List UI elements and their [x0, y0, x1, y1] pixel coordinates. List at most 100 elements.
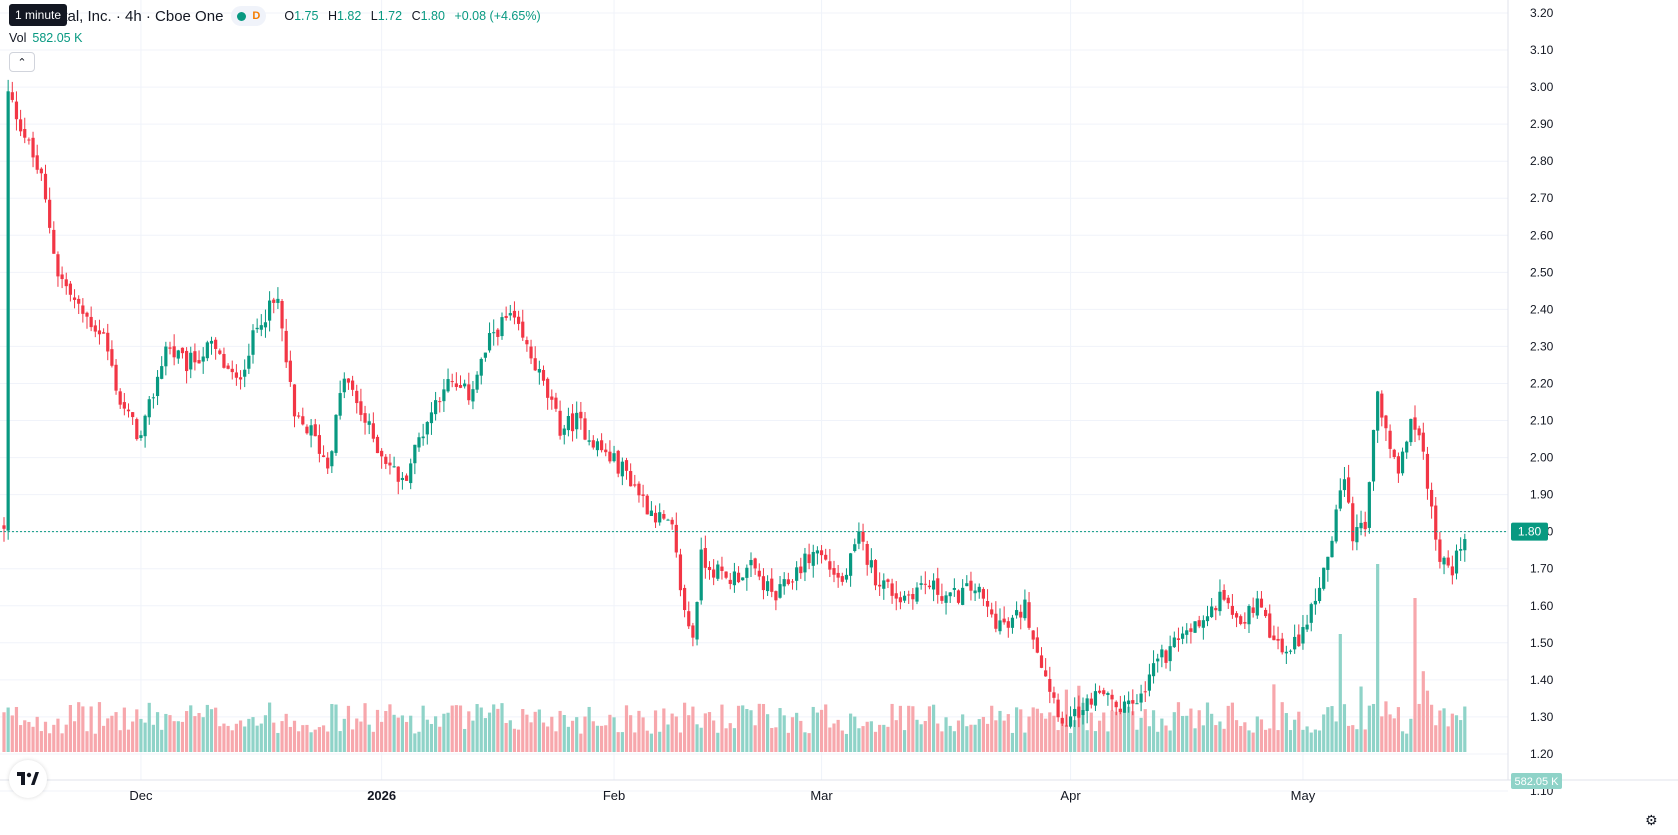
ohlc-values: O1.75 H1.82 L1.72 C1.80 +0.08 (+4.65%) [278, 9, 540, 23]
high-value: 1.82 [336, 9, 362, 23]
volume-bar [828, 727, 832, 752]
market-status[interactable]: D [231, 6, 267, 26]
candle [1396, 452, 1400, 483]
candle [1205, 605, 1210, 627]
candle [483, 352, 487, 362]
candle-body [612, 453, 616, 462]
close-value: 1.80 [420, 9, 445, 23]
candle-body [48, 199, 52, 228]
volume-bar [475, 704, 479, 752]
volume-bar [1322, 714, 1326, 752]
candle-body [865, 544, 869, 565]
candle-body [1106, 693, 1110, 696]
candle-body [247, 355, 251, 369]
candle [591, 435, 595, 450]
candle [832, 560, 836, 583]
candle [749, 552, 753, 577]
candle-body [923, 583, 927, 585]
candle-body [1272, 635, 1276, 641]
volume-bar [1164, 725, 1168, 752]
candle-body [68, 283, 72, 295]
open-label: O [284, 9, 295, 23]
candle [1305, 614, 1309, 633]
candle [994, 601, 998, 633]
volume-bar [1143, 709, 1147, 752]
candle-body [1268, 613, 1272, 638]
candle [1031, 630, 1035, 650]
volume-bar [1135, 729, 1139, 752]
volume-bar [824, 704, 828, 752]
candle [512, 301, 517, 325]
candle [537, 360, 541, 385]
candle-body [450, 381, 454, 383]
candle-body [359, 401, 363, 415]
candle-body [334, 414, 338, 453]
volume-bar [1272, 684, 1276, 752]
volume-bar [330, 704, 334, 752]
candle [1284, 645, 1288, 664]
candle-body [342, 378, 346, 393]
candle [1052, 686, 1056, 704]
candle-body [1110, 694, 1114, 700]
candle [969, 571, 973, 601]
volume-bar [205, 704, 209, 752]
volume-bar [64, 724, 68, 752]
volume-bar [450, 705, 454, 752]
collapse-legend-button[interactable]: ⌃ [9, 52, 35, 72]
candle-body [1347, 477, 1351, 503]
candle-body [1309, 604, 1313, 623]
candle [1288, 649, 1293, 655]
candle-body [1035, 637, 1039, 653]
volume-bar [2, 712, 6, 752]
volume-bar [492, 704, 496, 752]
volume-bar [487, 712, 492, 752]
candle [280, 298, 284, 342]
volume-bar [1405, 733, 1409, 752]
candle-body [666, 519, 670, 521]
candle [417, 432, 421, 452]
volume-bar [1218, 721, 1222, 752]
volume-bar [164, 713, 168, 752]
candle [890, 578, 894, 604]
volume-bar [155, 712, 160, 752]
volume-bar [1255, 716, 1259, 752]
candle-body [52, 229, 56, 254]
price-tick-label: 2.20 [1530, 376, 1554, 390]
candle [1127, 691, 1131, 713]
candle-body [836, 572, 840, 578]
volume-bar [288, 726, 292, 752]
volume-bar [77, 702, 81, 752]
candle-body [1450, 566, 1454, 576]
candle [641, 484, 645, 508]
gear-icon[interactable]: ⚙ [1645, 812, 1658, 828]
volume-bar [1172, 712, 1176, 752]
symbol-legend: ital, Inc. · 4h · Cboe One D O1.75 H1.82… [8, 4, 541, 28]
candle-body [454, 383, 458, 387]
volume-bar [969, 724, 973, 752]
candle-body [1317, 587, 1322, 602]
candle-body [19, 119, 23, 132]
candle-body [1214, 608, 1218, 611]
candle-body [525, 340, 529, 345]
candle [1326, 556, 1330, 582]
symbol-title[interactable]: ital, Inc. · 4h · Cboe One [60, 7, 224, 25]
candle-body [620, 461, 624, 477]
candle-body [1417, 428, 1421, 436]
candle-body [2, 525, 6, 529]
volume-bar [1268, 728, 1272, 752]
volume-bar [857, 728, 861, 752]
tradingview-logo[interactable] [9, 760, 47, 798]
price-tick-label: 2.00 [1530, 451, 1554, 465]
candle [1463, 533, 1467, 562]
volume-label: Vol [9, 31, 27, 45]
volume-legend: Vol 582.05 K [9, 31, 82, 45]
volume-bar [732, 728, 736, 752]
candle-body [201, 356, 205, 362]
candle-body [222, 353, 226, 368]
candle [380, 448, 384, 469]
volume-bar [284, 713, 288, 752]
candle [927, 579, 932, 590]
volume-bar [749, 710, 753, 752]
volume-bar [546, 726, 550, 752]
